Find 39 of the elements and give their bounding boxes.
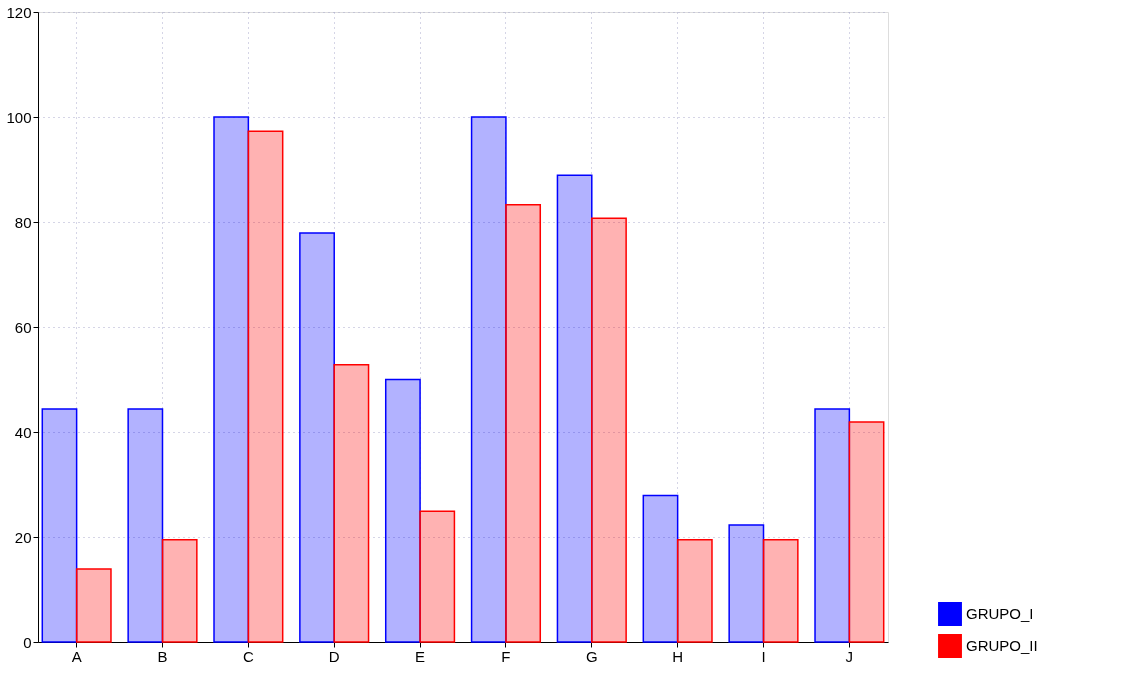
x-tick-label: H [672,647,684,665]
bar [728,524,765,643]
bar [75,568,112,643]
x-tick-label: B [157,647,168,665]
bar [213,116,250,643]
x-tick-label: E [415,647,426,665]
bar [127,408,164,643]
x-tick-label: F [501,647,511,665]
x-tick-label: J [845,647,854,665]
x-tick-label: C [242,647,254,665]
bar [470,116,507,643]
bar [505,203,542,643]
y-tick-label: 60 [14,318,32,336]
bar [299,232,335,643]
x-tick-label: D [328,647,340,665]
bar [814,408,851,643]
legend-label: GRUPO_II [966,637,1038,654]
x-tick-label: G [585,647,598,665]
x-tick-label: I [761,647,766,665]
y-tick-label: 80 [14,213,32,231]
bar [591,217,627,643]
bar [333,364,370,643]
bar [642,494,679,643]
y-tick-label: 120 [6,3,32,21]
bar [848,421,885,643]
y-tick-label: 40 [14,423,32,441]
bar [161,538,198,643]
x-tick-label: A [71,647,82,665]
bar [676,538,713,643]
y-tick-label: 20 [14,528,32,546]
bar [41,408,78,643]
bar [247,130,284,643]
legend-label: GRUPO_I [966,605,1034,622]
bar [384,378,421,643]
y-tick-label: 100 [6,108,32,126]
bar [762,538,799,643]
bar [556,174,593,643]
bar [419,510,456,643]
y-tick-label: 0 [23,633,32,651]
